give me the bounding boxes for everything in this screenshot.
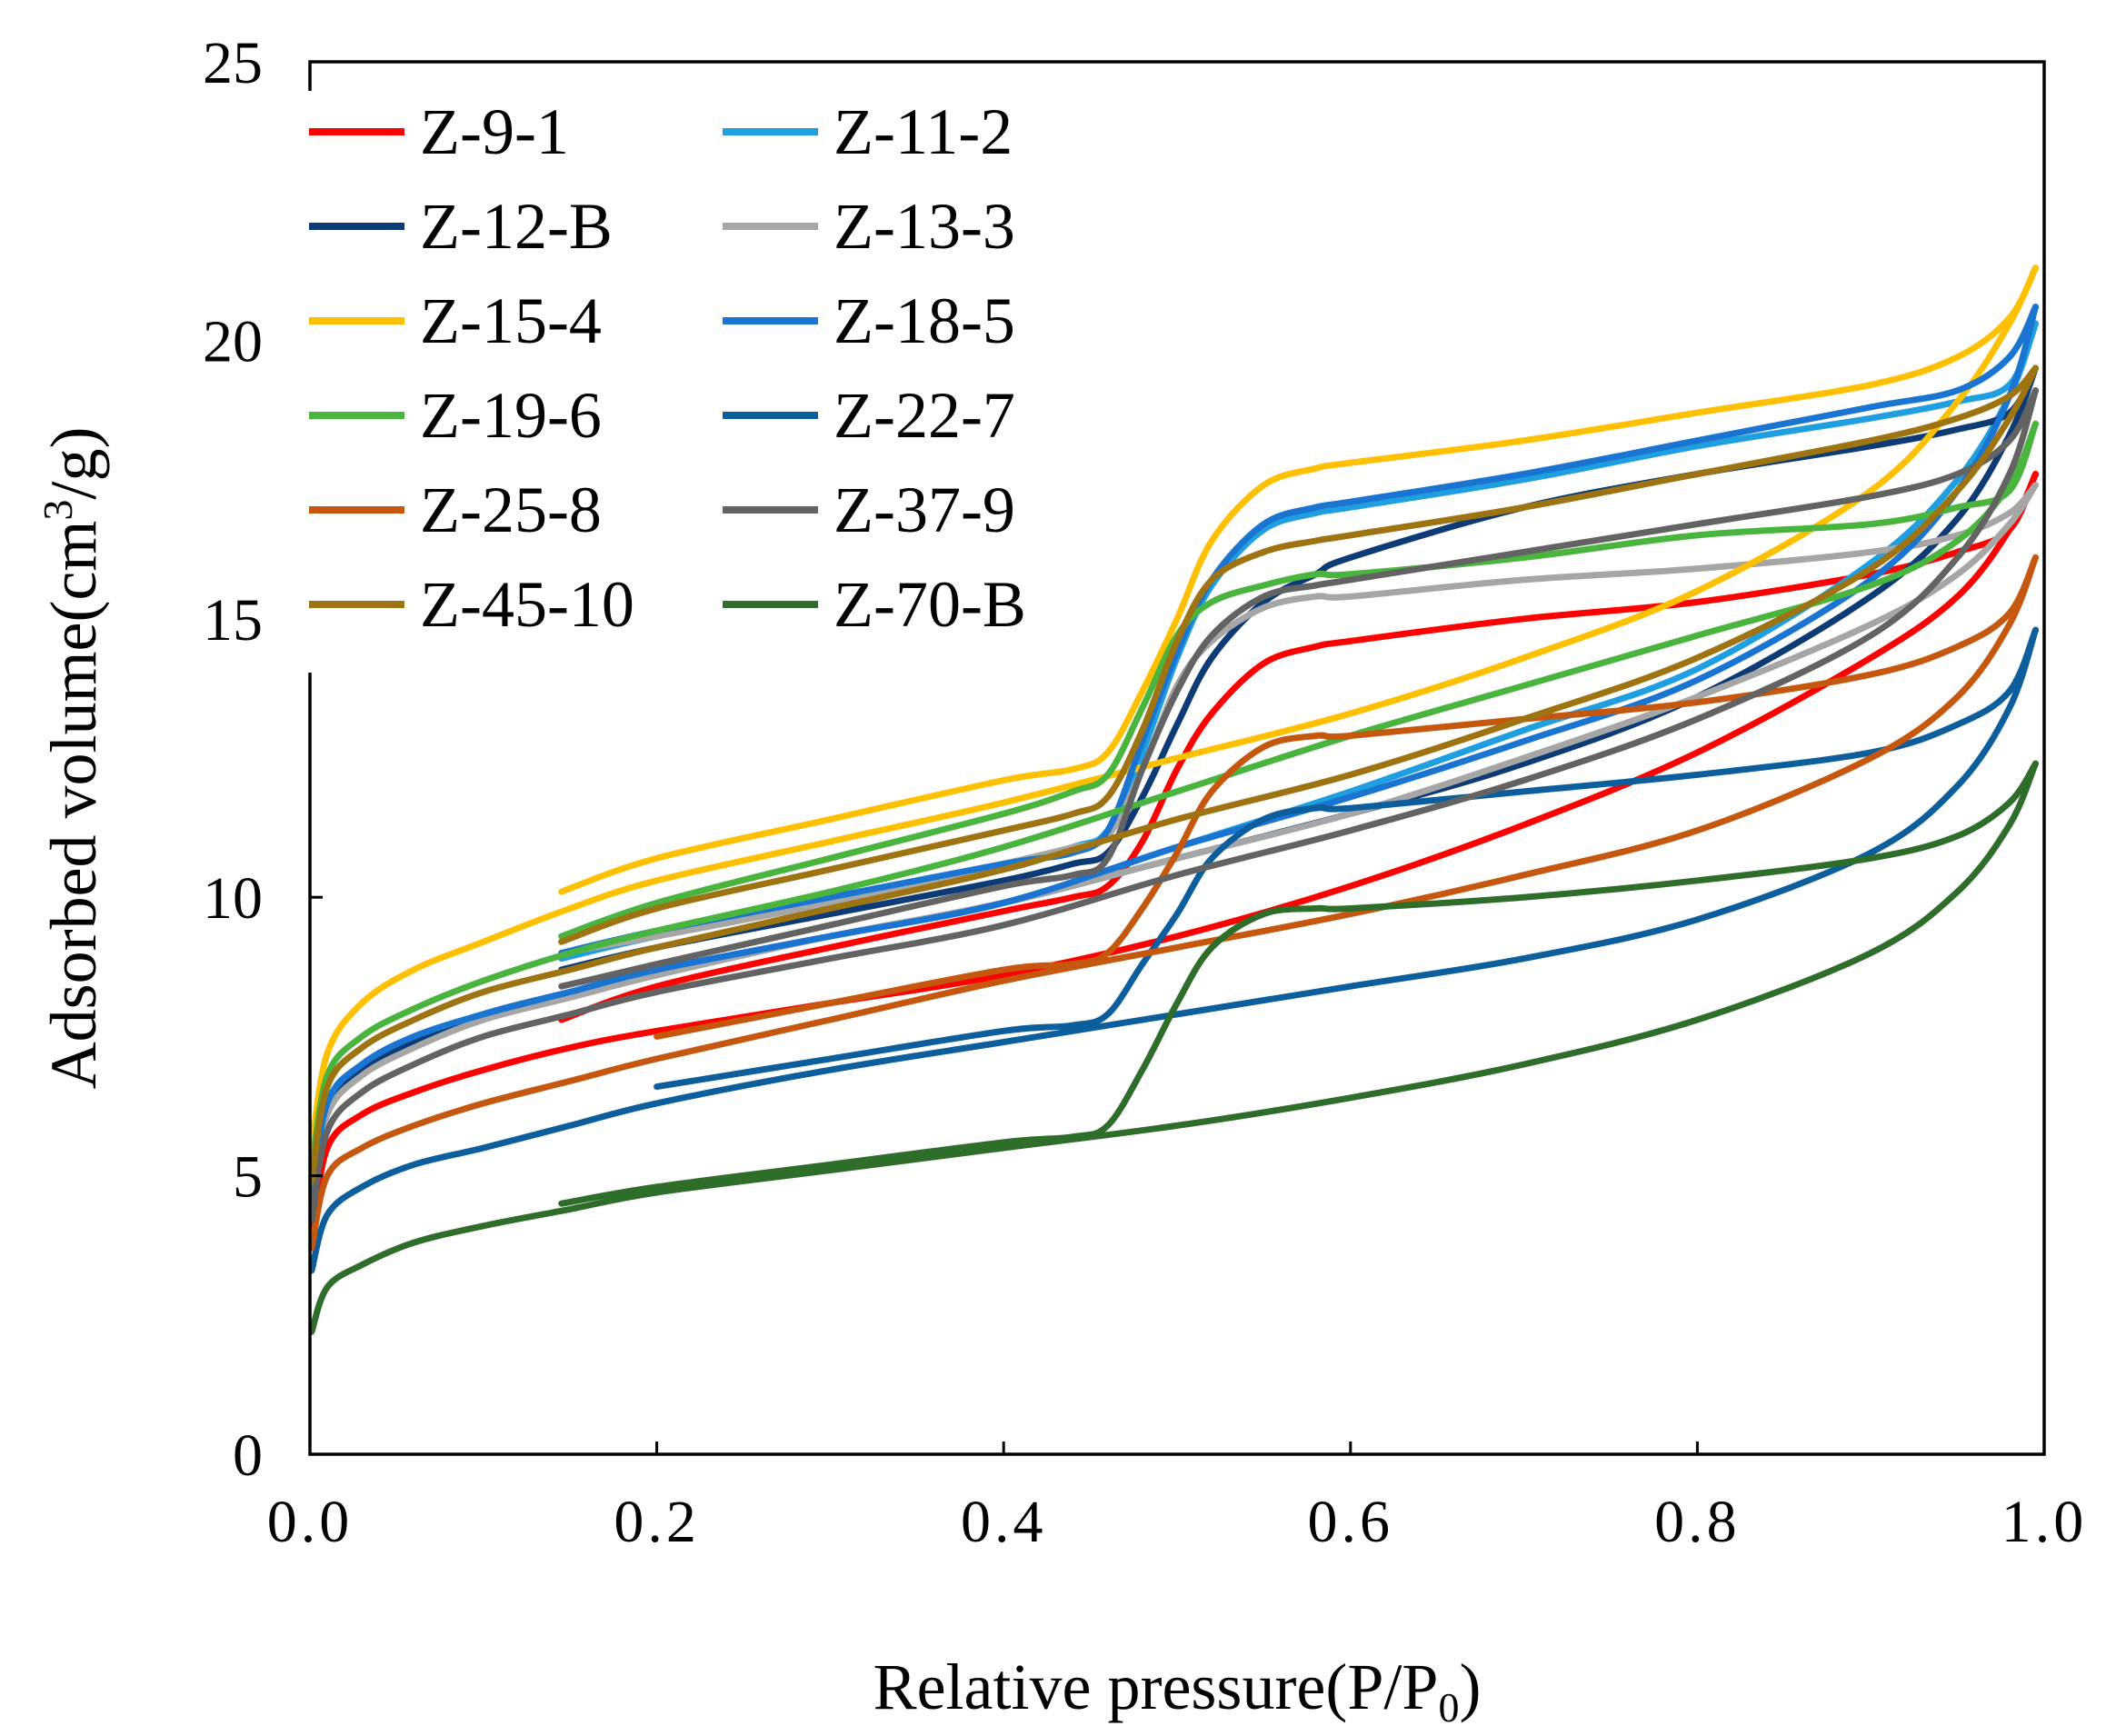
- legend-label: Z-18-5: [833, 284, 1015, 357]
- series-curves: [308, 264, 2039, 1335]
- y-axis-title-superscript: 3: [35, 500, 81, 521]
- legend-item: Z-11-2: [723, 95, 1013, 168]
- x-axis-title-main: Relative pressure(P/P: [873, 1651, 1439, 1723]
- legend-item: Z-25-8: [309, 474, 602, 546]
- adsorption-curve: [308, 626, 2039, 1274]
- legend-item: Z-18-5: [723, 284, 1015, 357]
- adsorption-curve: [308, 760, 2039, 1335]
- adsorption-curve: [308, 420, 2039, 1173]
- plot-area-frame: [308, 60, 2046, 1456]
- y-axis-title-main: Adsorbed volume(cm: [37, 521, 110, 1090]
- series-z-25-8: [308, 554, 2039, 1252]
- legend-background: [300, 91, 1073, 673]
- adsorption-curve: [308, 264, 2039, 1152]
- series-z-15-4: [308, 264, 2039, 1152]
- legend-item: Z-22-7: [723, 379, 1015, 452]
- x-tick-label: 0.2: [614, 1489, 700, 1555]
- legend-item: Z-15-4: [309, 284, 602, 357]
- desorption-curve: [558, 420, 2039, 940]
- series-z-19-6: [308, 420, 2039, 1173]
- y-tick-label: 15: [203, 587, 263, 653]
- legend-label: Z-25-8: [420, 474, 602, 546]
- x-tick-label: 0.0: [267, 1489, 354, 1555]
- y-tick-label: 0: [233, 1422, 263, 1489]
- x-tick-label: 1.0: [2001, 1489, 2088, 1555]
- legend-item: Z-19-6: [309, 379, 602, 452]
- x-tick-label: 0.4: [961, 1489, 1047, 1555]
- series-z-37-9: [308, 387, 2039, 1224]
- legend-item: Z-45-10: [309, 568, 634, 641]
- desorption-curve: [654, 554, 2039, 1040]
- x-axis-ticks: 0.0 0.2 0.4 0.6 0.8 1.0: [267, 1442, 2088, 1555]
- legend-label: Z-70-B: [833, 568, 1026, 641]
- adsorption-curve: [308, 387, 2039, 1224]
- x-axis-title: Relative pressure(P/P0): [873, 1651, 1482, 1731]
- x-axis-title-subscript: 0: [1438, 1684, 1459, 1731]
- series-z-22-7: [308, 626, 2039, 1274]
- desorption-curve: [654, 626, 2039, 1091]
- x-tick-label: 0.6: [1308, 1489, 1394, 1555]
- x-tick-label: 0.8: [1654, 1489, 1741, 1555]
- legend-label: Z-12-B: [420, 190, 613, 263]
- legend-label: Z-13-3: [833, 190, 1015, 263]
- legend-label: Z-19-6: [420, 379, 602, 452]
- legend-item: Z-70-B: [723, 568, 1026, 641]
- legend-label: Z-37-9: [833, 474, 1015, 546]
- desorption-curve: [558, 264, 2039, 895]
- desorption-curve: [558, 482, 2039, 956]
- adsorption-curve: [308, 304, 2039, 1202]
- desorption-curve: [558, 387, 2039, 990]
- legend-item: Z-37-9: [723, 474, 1015, 546]
- legend-label: Z-9-1: [420, 95, 569, 168]
- legend: Z-9-1 Z-11-2 Z-12-B Z-13-3 Z-15-4 Z-18-5 Z-19-…: [300, 91, 1073, 673]
- y-axis-title-tail: /g): [37, 427, 110, 500]
- y-axis-ticks: 0 5 10 15 20 25: [203, 30, 323, 1489]
- legend-label: Z-22-7: [833, 379, 1015, 452]
- desorption-curve: [558, 364, 2039, 945]
- legend-label: Z-15-4: [420, 284, 602, 357]
- legend-label: Z-11-2: [833, 95, 1013, 168]
- legend-item: Z-9-1: [309, 95, 569, 168]
- desorption-curve: [558, 760, 2039, 1207]
- legend-item: Z-12-B: [309, 190, 613, 263]
- y-tick-label: 5: [233, 1144, 263, 1211]
- y-tick-label: 25: [203, 30, 263, 96]
- y-tick-label: 10: [203, 865, 263, 932]
- desorption-curve: [558, 304, 2039, 956]
- series-z-13-3: [308, 482, 2039, 1207]
- adsorption-curve: [308, 471, 2039, 1241]
- legend-item: Z-13-3: [723, 190, 1015, 263]
- legend-label: Z-45-10: [420, 568, 634, 641]
- y-axis-title: Adsorbed volume(cm3/g): [35, 427, 110, 1090]
- x-axis-title-tail: ): [1459, 1651, 1481, 1723]
- series-z-18-5: [308, 304, 2039, 1202]
- y-tick-label: 20: [203, 308, 263, 374]
- adsorption-curve: [308, 482, 2039, 1207]
- adsorption-curve: [308, 554, 2039, 1252]
- adsorption-curve: [308, 364, 2039, 1185]
- series-z-45-10: [308, 364, 2039, 1185]
- series-z-70-b: [308, 760, 2039, 1335]
